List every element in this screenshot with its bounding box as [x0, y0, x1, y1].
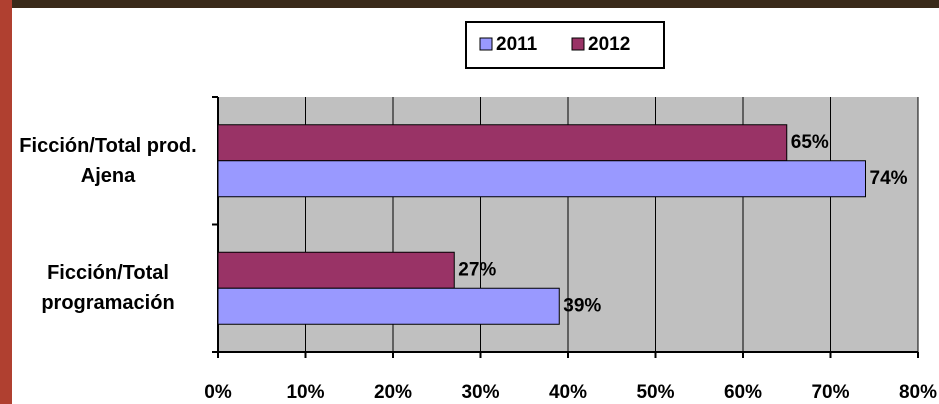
x-tick-label: 0% — [204, 382, 232, 403]
y-tick-label: Ficción/Total prod. Ajena — [19, 134, 197, 187]
y-tick-label: Ficción/Total programación — [41, 262, 175, 315]
x-tick-label: 20% — [374, 382, 412, 403]
bar — [217, 124, 788, 162]
legend-label: 2011 — [496, 34, 538, 55]
left-strip — [0, 0, 12, 404]
x-tick-label: 40% — [549, 382, 587, 403]
x-tick-label: 30% — [461, 382, 499, 403]
value-label: 74% — [870, 168, 908, 189]
legend-swatch — [479, 37, 493, 51]
x-tick-label: 60% — [724, 382, 762, 403]
value-label: 27% — [458, 259, 496, 280]
bar — [217, 251, 455, 289]
x-tick-label: 80% — [899, 382, 937, 403]
legend-box — [465, 21, 665, 69]
bar — [217, 287, 560, 325]
value-label: 65% — [791, 132, 829, 153]
x-tick-label: 70% — [811, 382, 849, 403]
legend-label: 2012 — [588, 34, 630, 55]
legend-swatch — [571, 37, 585, 51]
value-label: 39% — [563, 295, 601, 316]
top-strip — [0, 0, 939, 8]
bar — [217, 160, 866, 198]
x-tick-label: 10% — [286, 382, 324, 403]
x-tick-label: 50% — [636, 382, 674, 403]
